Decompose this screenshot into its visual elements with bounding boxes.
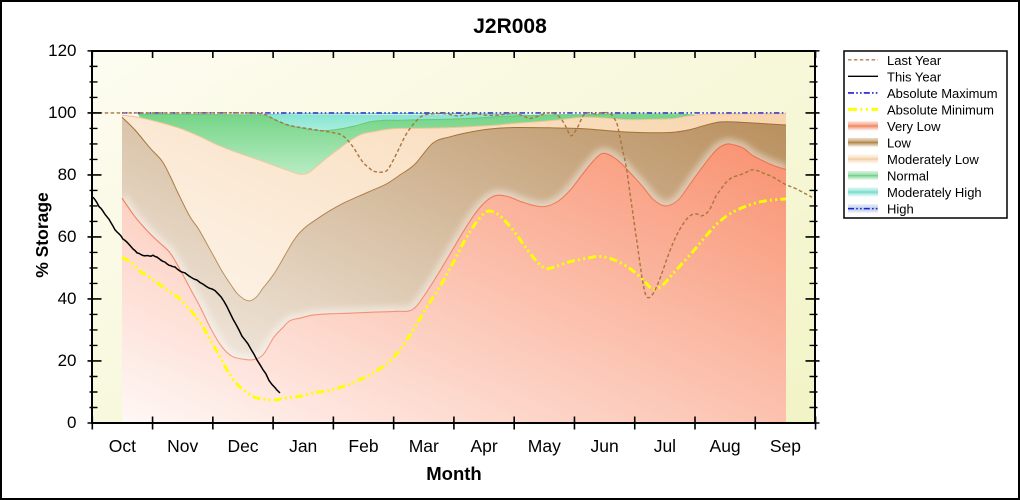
svg-text:20: 20 bbox=[58, 351, 77, 370]
svg-text:Jun: Jun bbox=[590, 436, 618, 456]
svg-text:Apr: Apr bbox=[470, 436, 497, 456]
svg-text:Dec: Dec bbox=[227, 436, 258, 456]
svg-text:Low: Low bbox=[887, 135, 911, 150]
svg-text:Moderately High: Moderately High bbox=[887, 185, 982, 200]
svg-text:60: 60 bbox=[58, 227, 77, 246]
svg-text:80: 80 bbox=[58, 165, 77, 184]
svg-text:40: 40 bbox=[58, 289, 77, 308]
svg-text:120: 120 bbox=[48, 41, 76, 60]
svg-text:Month: Month bbox=[426, 463, 481, 484]
svg-text:Very Low: Very Low bbox=[887, 119, 941, 134]
svg-text:Jan: Jan bbox=[289, 436, 317, 456]
svg-text:Oct: Oct bbox=[109, 436, 136, 456]
svg-text:Moderately Low: Moderately Low bbox=[887, 152, 979, 167]
svg-text:Sep: Sep bbox=[770, 436, 801, 456]
svg-text:Mar: Mar bbox=[409, 436, 439, 456]
svg-text:J2R008: J2R008 bbox=[473, 15, 547, 38]
svg-text:Nov: Nov bbox=[167, 436, 198, 456]
svg-text:This Year: This Year bbox=[887, 69, 942, 84]
svg-text:High: High bbox=[887, 202, 914, 217]
svg-text:Feb: Feb bbox=[348, 436, 378, 456]
svg-text:Aug: Aug bbox=[710, 436, 741, 456]
svg-text:May: May bbox=[528, 436, 561, 456]
svg-text:0: 0 bbox=[67, 413, 76, 432]
svg-text:% Storage: % Storage bbox=[32, 192, 52, 278]
svg-text:Jul: Jul bbox=[654, 436, 676, 456]
svg-text:Absolute Minimum: Absolute Minimum bbox=[887, 102, 994, 117]
svg-text:100: 100 bbox=[48, 103, 76, 122]
svg-text:Last Year: Last Year bbox=[887, 53, 942, 68]
svg-text:Normal: Normal bbox=[887, 169, 929, 184]
svg-text:Absolute Maximum: Absolute Maximum bbox=[887, 86, 998, 101]
